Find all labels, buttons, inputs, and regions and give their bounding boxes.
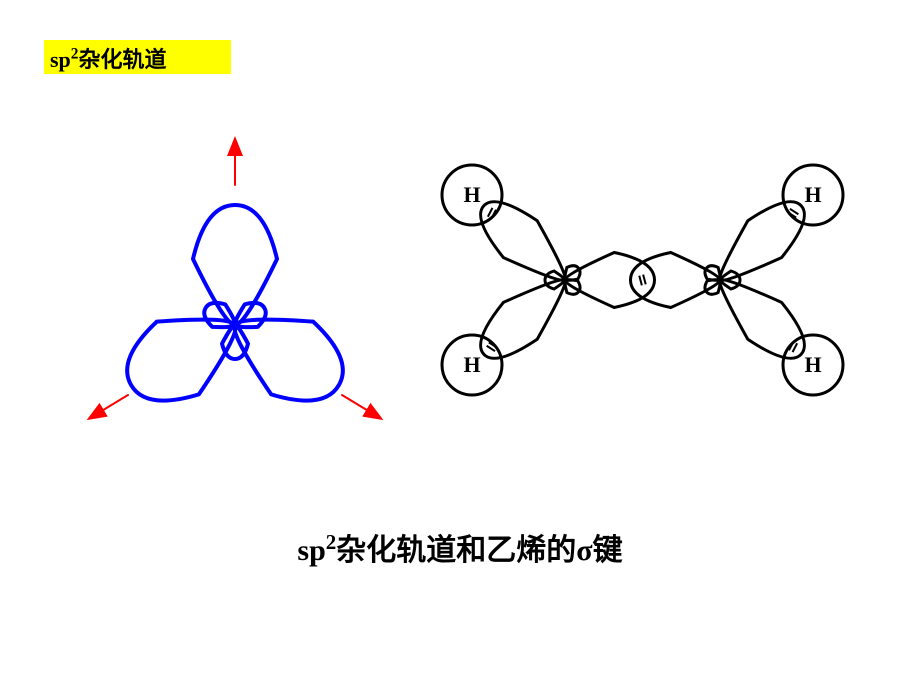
overlap-mark xyxy=(488,208,493,217)
hydrogen-label: H xyxy=(804,352,821,377)
overlap-mark xyxy=(643,275,646,285)
hydrogen-label: H xyxy=(804,182,821,207)
sp2-big-lobe xyxy=(127,320,235,401)
hydrogen-label: H xyxy=(463,182,480,207)
sp2-big-lobe xyxy=(234,320,342,401)
ch-sigma-lobe xyxy=(720,202,805,281)
axis-arrow xyxy=(342,395,380,418)
figure-caption: sp2杂化轨道和乙烯的σ键 xyxy=(0,525,920,569)
overlap-mark xyxy=(793,343,798,352)
diagram-canvas: H H H H xyxy=(0,0,920,690)
axis-arrow xyxy=(90,395,128,418)
ch-sigma-lobe xyxy=(481,280,566,359)
overlap-mark xyxy=(639,276,642,286)
hydrogen-label: H xyxy=(463,352,480,377)
